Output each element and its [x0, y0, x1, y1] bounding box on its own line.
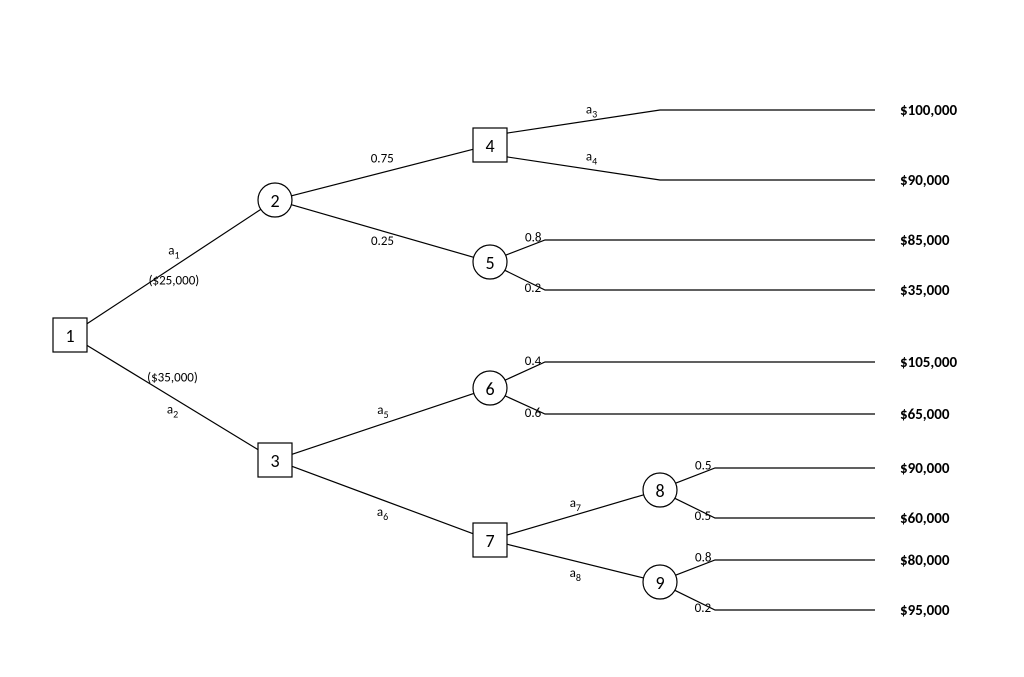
edge-label: 0.8: [695, 551, 712, 566]
decision-tree: a1($25,000)($35,000)a20.750.25a5a6a7a8a3…: [0, 0, 1024, 677]
edge-label: 0.5: [695, 509, 711, 524]
edge-label: ($35,000): [147, 371, 198, 386]
payoff-label: $95,000: [900, 602, 950, 620]
edge-label: a3: [586, 103, 597, 121]
payoff-label: $105,000: [900, 354, 957, 372]
edge-label: a4: [586, 149, 597, 167]
node-label: 7: [485, 530, 494, 552]
edge: [87, 209, 261, 323]
edge: [292, 466, 473, 533]
payoff-label: $90,000: [900, 172, 950, 190]
edge-label: a8: [570, 566, 581, 584]
node-label: 5: [485, 252, 494, 274]
edge-label: ($25,000): [149, 274, 200, 289]
edge-label: 0.8: [525, 231, 542, 246]
node-label: 9: [655, 572, 664, 594]
edge-label: 0.4: [525, 354, 542, 369]
edge-label: a6: [377, 505, 388, 523]
edge-label: a5: [377, 403, 388, 421]
edge-label: 0.2: [695, 601, 712, 616]
node-label: 3: [270, 450, 279, 472]
edge-label: a7: [570, 496, 581, 514]
edge-label: 0.5: [695, 459, 711, 474]
payoff-label: $80,000: [900, 552, 950, 570]
node-label: 6: [485, 378, 494, 400]
node-label: 4: [485, 135, 494, 157]
payoff-label: $90,000: [900, 460, 950, 478]
terminal-branch: [505, 362, 875, 380]
terminal-branch: [505, 396, 875, 414]
payoff-label: $100,000: [900, 102, 957, 120]
edge-label: 0.75: [371, 152, 394, 167]
node-label: 1: [65, 325, 74, 347]
edge-label: a1: [168, 244, 179, 262]
payoff-label: $85,000: [900, 232, 950, 250]
edge-label: 0.25: [371, 234, 394, 249]
edge: [291, 205, 473, 258]
payoff-label: $65,000: [900, 406, 950, 424]
edge-label: a2: [167, 403, 178, 421]
edge-label: 0.6: [525, 406, 542, 421]
edge-label: 0.2: [525, 281, 542, 296]
terminal-branch: [506, 240, 875, 255]
edge: [87, 345, 258, 449]
node-label: 8: [655, 480, 664, 502]
terminal-branch: [507, 157, 875, 180]
terminal-branch: [505, 270, 875, 290]
terminal-branch: [507, 110, 875, 133]
payoff-label: $35,000: [900, 282, 950, 300]
payoff-label: $60,000: [900, 510, 950, 528]
node-label: 2: [270, 190, 279, 212]
